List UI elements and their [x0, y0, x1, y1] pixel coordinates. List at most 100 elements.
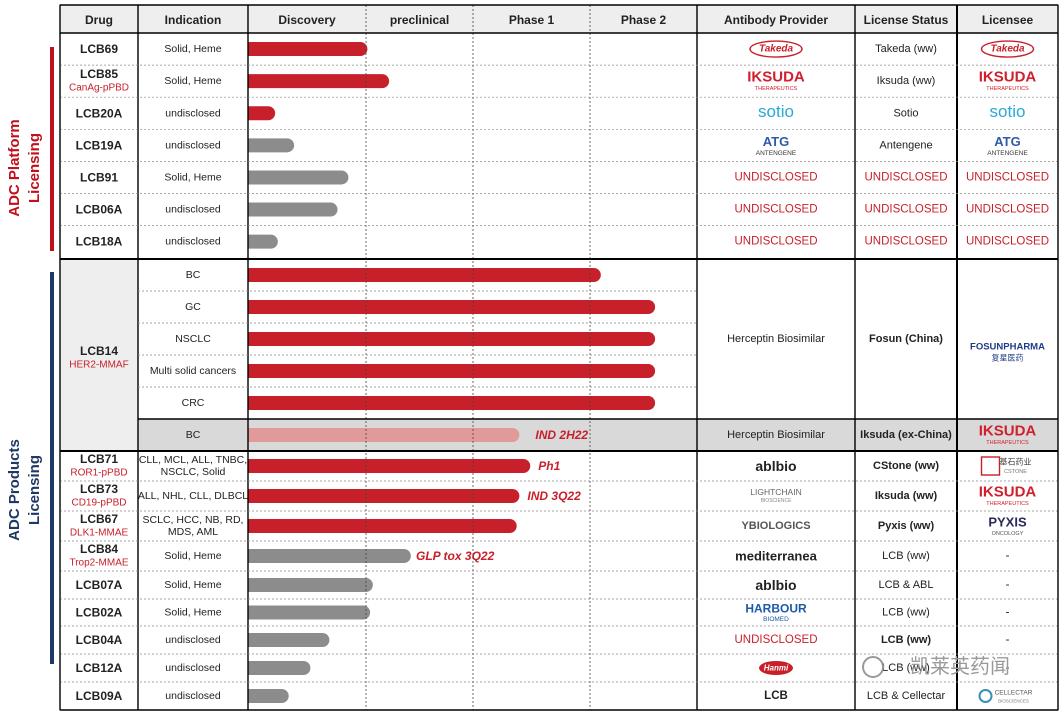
lcb14-drug-cell [60, 259, 138, 451]
indication-cell: BC [186, 429, 201, 441]
header-cell: Drug [85, 13, 113, 27]
progress-bar [248, 428, 520, 442]
drug-name: LCB85 [80, 67, 118, 81]
header-cell: License Status [864, 13, 949, 27]
milestone-note: IND 2H22 [535, 428, 588, 442]
progress-bar [248, 268, 601, 282]
indication-cell: Solid, Heme [164, 43, 221, 55]
drug-payload: CanAg-pPBD [69, 83, 129, 94]
indication-cell: undisclosed [165, 204, 221, 216]
drug-name: LCB73 [80, 482, 118, 496]
licensee-undisclosed: UNDISCLOSED [966, 204, 1049, 216]
drug-name: LCB06A [76, 203, 123, 217]
progress-bar [248, 364, 656, 378]
provider-text: Herceptin Biosimilar [727, 333, 825, 345]
provider-logo-text: Hanmi [764, 664, 789, 673]
drug-name: LCB19A [76, 138, 123, 152]
provider-logo-text: ATG [763, 134, 789, 149]
licensee-logo-text: IKSUDA [979, 69, 1037, 86]
license-status: LCB & Cellectar [867, 690, 946, 702]
provider-logo-text: IKSUDA [747, 69, 805, 86]
progress-bar [248, 138, 295, 153]
license-status: UNDISCLOSED [864, 171, 947, 183]
indication-cell: CRC [182, 397, 205, 409]
licensee-logo-sub: BIOSCIENCES [998, 699, 1029, 704]
license-status: CStone (ww) [873, 460, 939, 472]
license-status: UNDISCLOSED [864, 236, 947, 248]
licensee-logo-sub: ONCOLOGY [992, 531, 1024, 537]
table-border [59, 4, 1059, 711]
indication-cell: undisclosed [165, 236, 221, 248]
indication-cell: CLL, MCL, ALL, TNBC, NSCLC, Solid [139, 454, 247, 478]
provider-undisclosed: UNDISCLOSED [734, 236, 817, 248]
provider-logo-text: LIGHTCHAIN [750, 487, 801, 497]
drug-payload: DLK1-MMAE [70, 528, 129, 539]
progress-bar [248, 396, 656, 410]
takeda-logo [749, 40, 803, 58]
provider-undisclosed: UNDISCLOSED [734, 204, 817, 216]
licensee-logo-text: ATG [994, 134, 1020, 149]
indication-cell: ALL, NHL, CLL, DLBCL [138, 490, 248, 502]
indication-cell: undisclosed [165, 139, 221, 151]
license-status: Fosun (China) [869, 333, 943, 345]
progress-bar [248, 234, 278, 249]
progress-bar [248, 578, 373, 592]
license-status: LCB (ww) [882, 607, 930, 619]
drug-name: LCB69 [80, 42, 118, 56]
progress-bar [248, 332, 656, 346]
license-status: Takeda (ww) [875, 43, 937, 55]
indication-cell: SCLC, HCC, NB, RD, MDS, AML [143, 514, 244, 538]
licensee-logo-text: PYXIS [988, 515, 1027, 530]
license-status: LCB (ww) [882, 550, 930, 562]
header-cell: Antibody Provider [724, 13, 828, 27]
drug-name: LCB18A [76, 235, 123, 249]
licensee-text: - [1006, 579, 1010, 591]
license-status: LCB (ww) [882, 662, 930, 674]
licensee-logo-text: sotio [990, 102, 1026, 121]
license-status: Antengene [879, 139, 932, 151]
progress-bar [248, 170, 349, 185]
provider-logo-text: Takeda [759, 44, 794, 55]
provider-logo-text: YBIOLOGICS [741, 520, 810, 532]
header-cell: Indication [165, 13, 222, 27]
indication-cell: undisclosed [165, 634, 221, 646]
licensee-undisclosed: UNDISCLOSED [966, 236, 1049, 248]
watermark-text: 凯莱英药闻 [910, 655, 1010, 678]
hanmi-logo [759, 661, 793, 675]
provider-text: mediterranea [735, 549, 817, 564]
drug-name: LCB07A [76, 578, 123, 592]
progress-bar [248, 605, 371, 620]
drug-name: LCB71 [80, 452, 118, 466]
license-status: UNDISCLOSED [864, 204, 947, 216]
cellectar-logo [978, 689, 993, 703]
indication-cell: undisclosed [165, 662, 221, 674]
drug-name: LCB67 [80, 512, 118, 526]
drug-col-bg [60, 33, 138, 259]
provider-logo-text: sotio [758, 102, 794, 121]
takeda-logo [980, 40, 1035, 58]
indication-cell: undisclosed [165, 690, 221, 702]
indication-cell: NSCLC [175, 333, 211, 345]
licensee-logo-text: 基石药业 [1000, 457, 1032, 467]
drug-payload: HER2-MMAF [69, 360, 128, 371]
header-cell: Phase 1 [509, 13, 555, 27]
drug-name: LCB12A [76, 661, 123, 675]
indication-cell: Solid, Heme [164, 550, 221, 562]
licensee-text: - [1006, 662, 1010, 674]
platform-bracket [50, 47, 54, 251]
section-label-platform: ADC Platform Licensing [6, 119, 43, 217]
drug-payload: ROR1-pPBD [70, 468, 127, 479]
licensee-text: - [1006, 550, 1010, 562]
progress-bar [248, 661, 311, 675]
indication-cell: Solid, Heme [164, 75, 221, 87]
progress-bar [248, 633, 330, 647]
provider-logo-text: ablbio [755, 577, 796, 593]
licensee-text: - [1006, 634, 1010, 646]
provider-logo-sub: BIOMED [763, 616, 789, 623]
license-status: LCB (ww) [881, 634, 931, 646]
indication-cell: BC [186, 269, 201, 281]
products-bracket [50, 272, 54, 664]
progress-bar [248, 42, 368, 57]
wechat-icon [862, 656, 884, 678]
licensee-logo-text: CELLECTAR [995, 690, 1033, 697]
